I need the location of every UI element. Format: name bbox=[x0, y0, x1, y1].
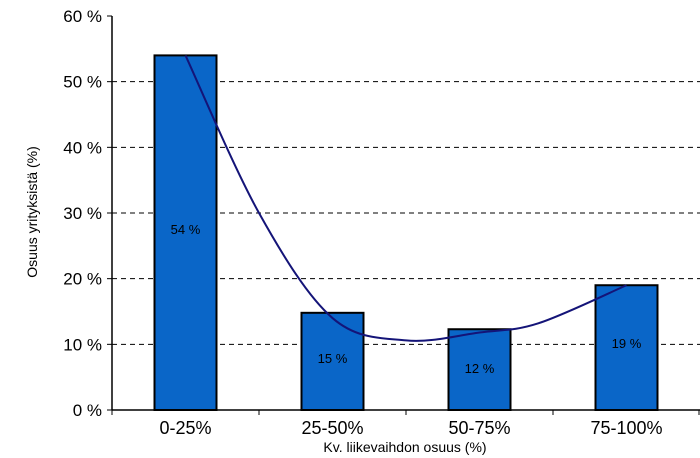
x-tick-label: 50-75% bbox=[448, 418, 510, 438]
y-tick-label: 10 % bbox=[63, 335, 102, 354]
y-axis-title: Osuus yrityksistä (%) bbox=[24, 146, 40, 277]
x-axis-title: Kv. liikevaihdon osuus (%) bbox=[323, 439, 486, 455]
data-label: 12 % bbox=[465, 361, 495, 376]
data-label: 54 % bbox=[171, 222, 201, 237]
y-tick-label: 30 % bbox=[63, 204, 102, 223]
y-tick-label: 60 % bbox=[63, 7, 102, 26]
tick-labels: 0 % 10 % 20 % 30 % 40 % 50 % 60 % 0-25% 25-50% 50… bbox=[63, 7, 662, 438]
data-labels: 54 % 15 % 12 % 19 % bbox=[171, 222, 642, 376]
axes bbox=[107, 15, 700, 415]
x-tick-label: 75-100% bbox=[590, 418, 662, 438]
trendline bbox=[184, 54, 627, 342]
bar-0-25% bbox=[153, 54, 218, 412]
data-label: 15 % bbox=[318, 351, 348, 366]
bar-75-100% bbox=[594, 284, 659, 412]
data-label: 19 % bbox=[612, 336, 642, 351]
y-tick-label: 40 % bbox=[63, 138, 102, 157]
y-tick-label: 50 % bbox=[63, 73, 102, 92]
bars bbox=[153, 54, 659, 412]
bar-50-75% bbox=[447, 328, 512, 412]
x-tick-label: 25-50% bbox=[301, 418, 363, 438]
y-tick-label: 0 % bbox=[73, 401, 102, 420]
x-tick-label: 0-25% bbox=[159, 418, 211, 438]
y-tick-label: 20 % bbox=[63, 270, 102, 289]
